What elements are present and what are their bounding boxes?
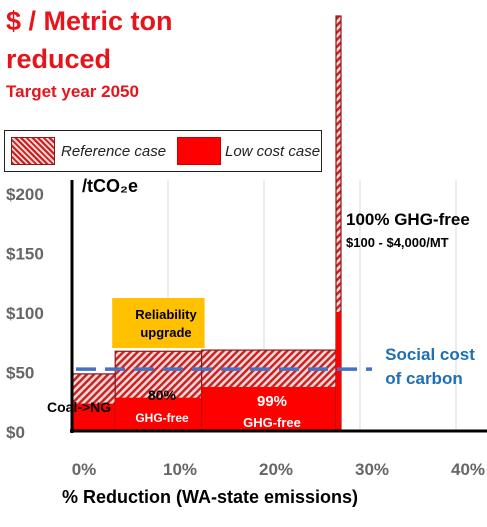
chart-title-line2: reduced bbox=[6, 44, 112, 74]
legend-label-low-cost: Low cost case bbox=[225, 143, 321, 160]
label-99-bottom: GHG-free bbox=[243, 415, 301, 430]
bar-low-cost-3 bbox=[336, 312, 341, 431]
annotations: /tCO₂e % Reduction (WA-state emissions) Co… bbox=[47, 176, 475, 507]
y-tick-label: $200 bbox=[6, 185, 44, 204]
label-scc-top: Social cost bbox=[385, 345, 475, 364]
legend: Reference case Low cost case bbox=[4, 130, 322, 172]
tick-labels: $0 $50 $100 $150 $200 0% 10% 20% 30% 40% bbox=[6, 185, 485, 479]
axes bbox=[70, 180, 487, 433]
legend-label-reference: Reference case bbox=[61, 143, 167, 160]
x-tick-label: 10% bbox=[163, 460, 197, 479]
bars bbox=[71, 15, 372, 432]
x-tick-label: 40% bbox=[451, 460, 485, 479]
x-tick-label: 0% bbox=[72, 460, 97, 479]
label-100-top: 100% GHG-free bbox=[346, 210, 470, 229]
legend-swatch-reference bbox=[11, 137, 55, 165]
x-axis-title: % Reduction (WA-state emissions) bbox=[62, 487, 358, 507]
label-100-bottom: $100 - $4,000/MT bbox=[346, 235, 449, 250]
y-tick-label: $150 bbox=[6, 245, 44, 264]
x-tick-label: 20% bbox=[259, 460, 293, 479]
chart-subtitle: Target year 2050 bbox=[6, 82, 139, 101]
y-tick-label: $0 bbox=[6, 423, 25, 442]
legend-swatch-low-cost bbox=[177, 137, 221, 165]
reliability-upgrade-box bbox=[112, 298, 205, 348]
bar-low-cost-1 bbox=[115, 397, 202, 431]
y-tick-label: $100 bbox=[6, 304, 44, 323]
bar-low-cost-0 bbox=[72, 403, 116, 431]
label-reliability-bottom: upgrade bbox=[140, 325, 191, 340]
y-tick-label: $50 bbox=[6, 364, 34, 383]
y-axis-title: /tCO₂e bbox=[82, 176, 138, 196]
label-scc-bottom: of carbon bbox=[385, 369, 462, 388]
label-80-top: 80% bbox=[148, 387, 177, 403]
bar-low-cost-2 bbox=[201, 386, 336, 431]
x-tick-label: 30% bbox=[355, 460, 389, 479]
label-coal-ng: Coal->NG bbox=[47, 399, 111, 415]
label-reliability-top: Reliability bbox=[135, 307, 197, 322]
label-80-bottom: GHG-free bbox=[135, 411, 189, 425]
chart-title: $ / Metric ton bbox=[6, 6, 173, 36]
label-99-top: 99% bbox=[257, 393, 287, 410]
